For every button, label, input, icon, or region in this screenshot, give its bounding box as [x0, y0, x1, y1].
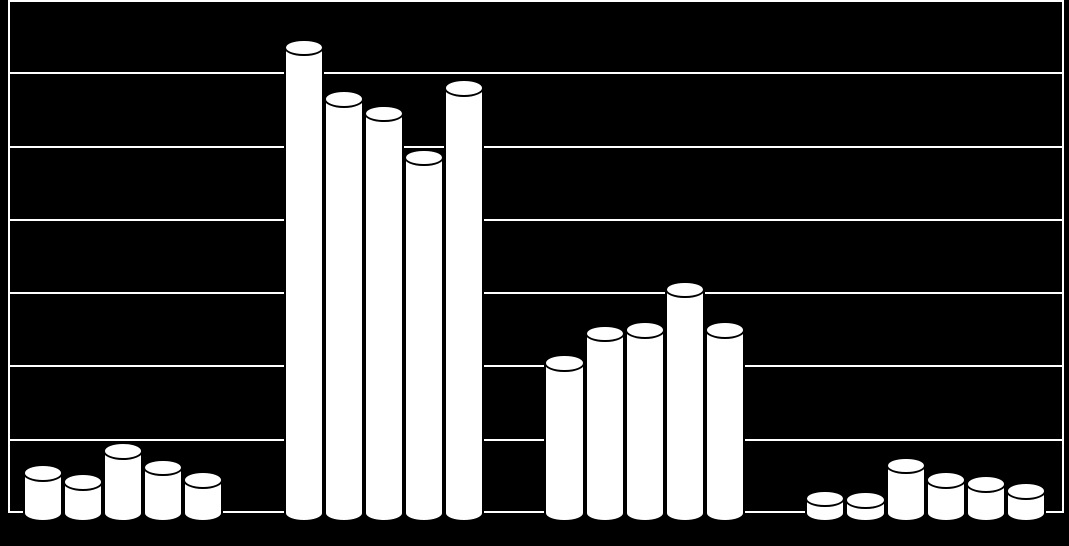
- chart-canvas: [0, 0, 1069, 546]
- gridline: [8, 72, 1064, 74]
- bar-group-2-0: [284, 39, 324, 522]
- bar-group-2-4: [444, 79, 484, 522]
- plot-border-left: [8, 0, 10, 513]
- bar-group-3-0: [544, 354, 584, 522]
- gridline: [8, 146, 1064, 148]
- bar-group-4-3: [926, 471, 966, 522]
- bar-group-1-2: [103, 442, 143, 522]
- bar-group-4-2: [886, 457, 926, 522]
- bar-group-2-1: [324, 90, 364, 522]
- gridline: [8, 365, 1064, 367]
- bar-group-4-5: [1006, 482, 1046, 522]
- bar-group-2-3: [404, 149, 444, 522]
- plot-border-right: [1062, 0, 1064, 513]
- bar-group-4-0: [805, 490, 845, 522]
- bar-group-3-1: [585, 325, 625, 522]
- gridline: [8, 219, 1064, 221]
- gridline: [8, 439, 1064, 441]
- gridline: [8, 292, 1064, 294]
- bar-group-4-1: [845, 491, 885, 522]
- bar-group-1-0: [23, 464, 63, 522]
- bar-group-4-4: [966, 475, 1006, 522]
- bar-group-3-3: [665, 281, 705, 522]
- bar-group-3-4: [705, 321, 745, 522]
- bar-group-3-2: [625, 321, 665, 522]
- bar-group-1-3: [143, 459, 183, 522]
- plot-area: [8, 0, 1064, 518]
- bar-group-1-4: [183, 471, 223, 522]
- plot-border-top: [8, 0, 1064, 2]
- bar-group-1-1: [63, 473, 103, 521]
- bar-group-2-2: [364, 105, 404, 522]
